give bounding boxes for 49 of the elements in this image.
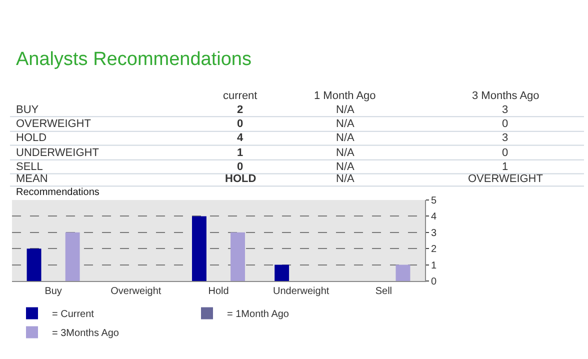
legend-label: = Current — [52, 309, 94, 320]
text: current — [223, 90, 258, 102]
text: N/A — [336, 118, 355, 130]
text: 3 — [502, 132, 508, 144]
chart-subtitle: Recommendations — [16, 187, 100, 198]
bar — [230, 232, 245, 281]
legend-label: = 1Month Ago — [227, 309, 290, 320]
bar — [396, 264, 410, 281]
text: N/A — [336, 161, 355, 173]
text: 4 — [237, 132, 244, 144]
text: N/A — [336, 173, 355, 185]
text: 1 — [237, 147, 244, 159]
bar — [274, 264, 290, 281]
text: UNDERWEIGHT — [16, 147, 100, 159]
text: 1 Month Ago — [314, 90, 376, 102]
text: OVERWEIGHT — [468, 173, 544, 185]
text: BUY — [16, 104, 40, 116]
y-tick-label: 2 — [431, 244, 437, 256]
text: HOLD — [225, 173, 256, 185]
text: 1 — [502, 161, 508, 173]
text: 0 — [502, 118, 508, 130]
x-tick-label: Underweight — [273, 286, 330, 297]
text: 3 — [502, 104, 508, 116]
y-tick-label: 4 — [431, 212, 437, 223]
legend-label: = 3Months Ago — [52, 328, 120, 340]
text: 3 Months Ago — [472, 90, 540, 102]
chart-title: Analysts Recommendations — [16, 49, 252, 70]
y-tick-label: 5 — [431, 196, 437, 206]
text: 0 — [237, 118, 244, 130]
text: 0 — [237, 161, 244, 173]
text: HOLD — [16, 132, 47, 144]
text: N/A — [336, 104, 355, 116]
text: SELL — [16, 161, 43, 173]
y-tick-label: 0 — [431, 276, 437, 288]
bar — [192, 216, 206, 281]
text: 2 — [237, 104, 244, 116]
text: N/A — [336, 147, 355, 159]
x-tick-label: Sell — [375, 286, 392, 297]
text: 0 — [502, 147, 508, 159]
bar — [65, 232, 80, 281]
x-tick-label: Buy — [44, 286, 62, 297]
y-tick-label: 1 — [431, 260, 437, 272]
bar — [26, 248, 42, 281]
text: N/A — [336, 132, 355, 144]
text: OVERWEIGHT — [16, 118, 92, 130]
x-tick-label: Hold — [208, 286, 229, 297]
y-tick-label: 3 — [431, 228, 437, 239]
x-tick-label: Overweight — [110, 286, 162, 297]
text: MEAN — [16, 173, 48, 185]
